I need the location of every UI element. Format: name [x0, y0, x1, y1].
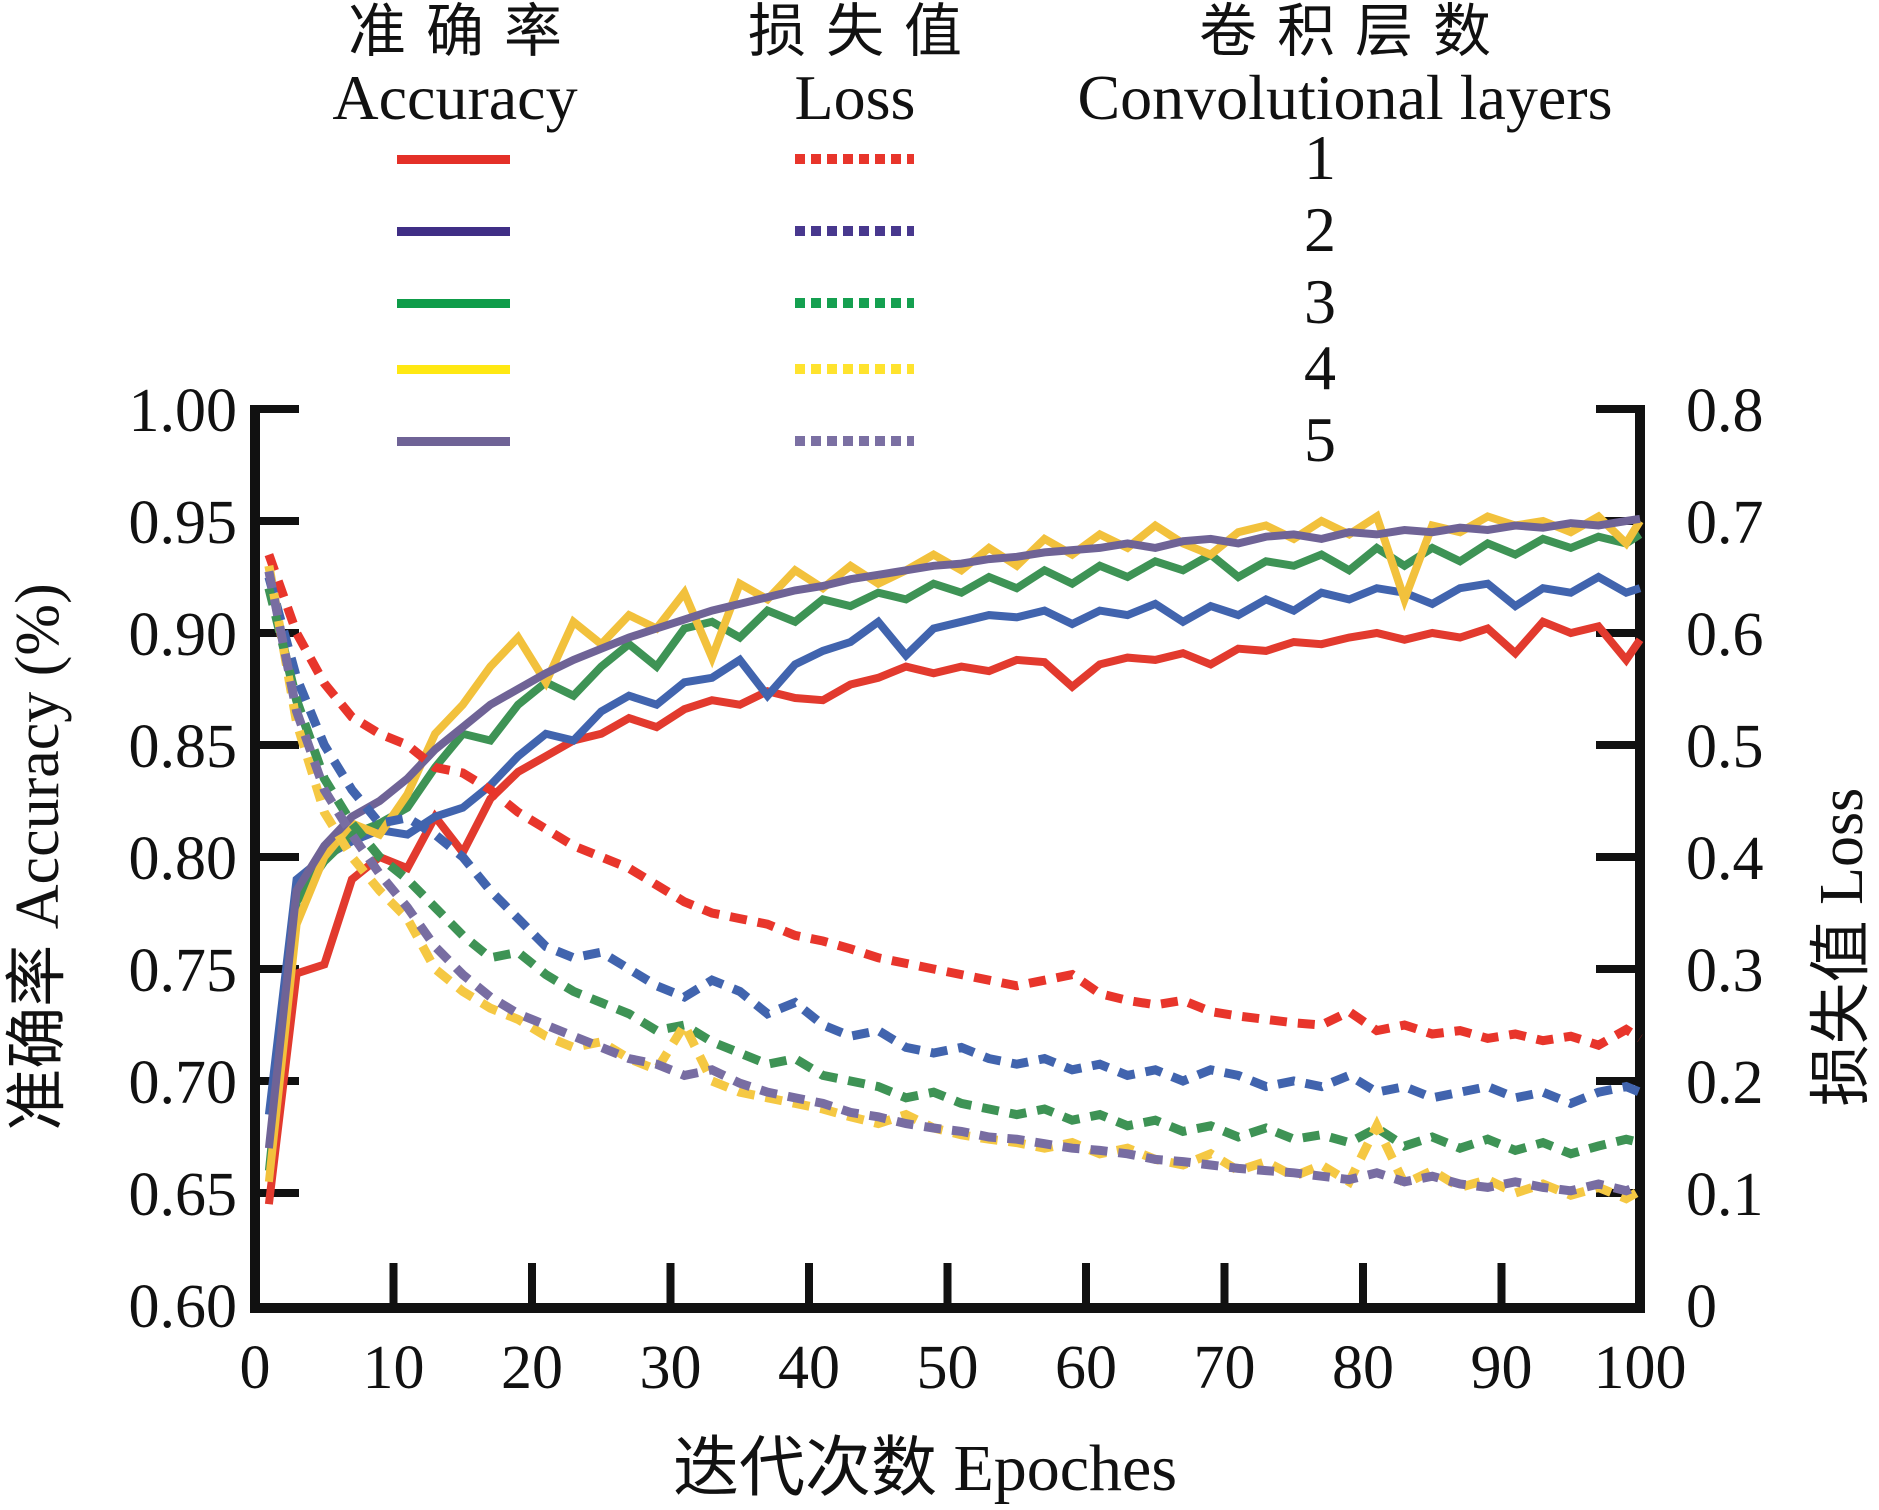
loss-3-layers-line [264, 587, 1642, 1159]
legend-header-loss-en: Loss [794, 62, 916, 133]
legend-swatch-accuracy-1 [397, 155, 510, 164]
x-tick-label: 20 [501, 1334, 563, 1402]
x-tick-label: 90 [1471, 1334, 1533, 1402]
legend-header-loss-zh: 损失值 [747, 0, 982, 64]
legend-swatch-accuracy-4 [397, 365, 510, 374]
legend-label-layers-3: 3 [1304, 266, 1336, 337]
x-tick-label: 100 [1594, 1334, 1687, 1402]
y-left-axis-title: 准确率 Accuracy (%) [4, 583, 72, 1131]
legend-swatch-accuracy-3 [397, 299, 510, 308]
legend-swatch-loss-2 [795, 226, 914, 236]
legend-header-layers-en: Convolutional layers [1077, 62, 1613, 133]
x-tick-label: 10 [363, 1334, 425, 1402]
y-left-tick-label: 0.80 [129, 825, 238, 893]
y-right-tick-label: 0.6 [1686, 601, 1764, 669]
x-tick-label: 60 [1055, 1334, 1117, 1402]
legend-label-layers-2: 2 [1304, 194, 1336, 265]
legend-swatch-accuracy-5 [397, 437, 510, 446]
x-tick-label: 40 [778, 1334, 840, 1402]
y-right-tick-label: 0.4 [1686, 825, 1764, 893]
y-right-tick-label: 0.5 [1686, 713, 1764, 781]
y-left-tick-label: 0.65 [129, 1161, 238, 1229]
y-right-tick-label: 0.1 [1686, 1161, 1764, 1229]
legend-label-layers-5: 5 [1304, 404, 1336, 475]
y-left-tick-label: 1.00 [129, 377, 238, 445]
x-tick-label: 70 [1194, 1334, 1256, 1402]
y-left-tick-label: 0.90 [129, 601, 238, 669]
legend-header-accuracy-en: Accuracy [332, 62, 578, 133]
x-axis-title: 迭代次数 Epoches [672, 1432, 1178, 1505]
y-right-tick-label: 0.2 [1686, 1049, 1764, 1117]
loss-5-layers-line [264, 570, 1642, 1196]
legend-swatch-loss-3 [795, 298, 914, 308]
legend-label-layers-4: 4 [1304, 332, 1336, 403]
legend-swatch-loss-1 [795, 154, 914, 164]
legend-swatch-accuracy-2 [397, 227, 510, 236]
y-right-axis-title: 损失值 Loss [1808, 787, 1876, 1107]
x-tick-label: 80 [1332, 1334, 1394, 1402]
y-right-tick-label: 0.7 [1686, 489, 1764, 557]
x-tick-label: 30 [640, 1334, 702, 1402]
x-tick-label: 0 [240, 1334, 271, 1402]
x-tick-label: 50 [917, 1334, 979, 1402]
legend-header-layers-zh: 卷积层数 [1198, 0, 1511, 64]
y-left-tick-label: 0.60 [129, 1273, 238, 1341]
y-left-tick-label: 0.85 [129, 713, 238, 781]
loss-2-layers-line [264, 575, 1642, 1109]
legend-header-accuracy-zh: 准确率 [347, 0, 582, 64]
accuracy-1-layer-line [264, 617, 1644, 1205]
accuracy-5-layers-line [264, 514, 1641, 1149]
y-right-tick-label: 0 [1686, 1273, 1717, 1341]
y-right-tick-label: 0.3 [1686, 937, 1764, 1005]
y-left-tick-label: 0.75 [129, 937, 238, 1005]
accuracy-2-layers-line [264, 572, 1642, 1116]
legend-swatch-loss-4 [795, 364, 914, 374]
y-left-tick-label: 0.70 [129, 1049, 238, 1117]
y-right-tick-label: 0.8 [1686, 377, 1764, 445]
y-left-tick-label: 0.95 [129, 489, 238, 557]
loss-1-layer-line [264, 553, 1643, 1051]
accuracy-4-layers-line [264, 510, 1644, 1183]
legend-swatch-loss-5 [795, 436, 914, 446]
legend-label-layers-1: 1 [1304, 122, 1336, 193]
